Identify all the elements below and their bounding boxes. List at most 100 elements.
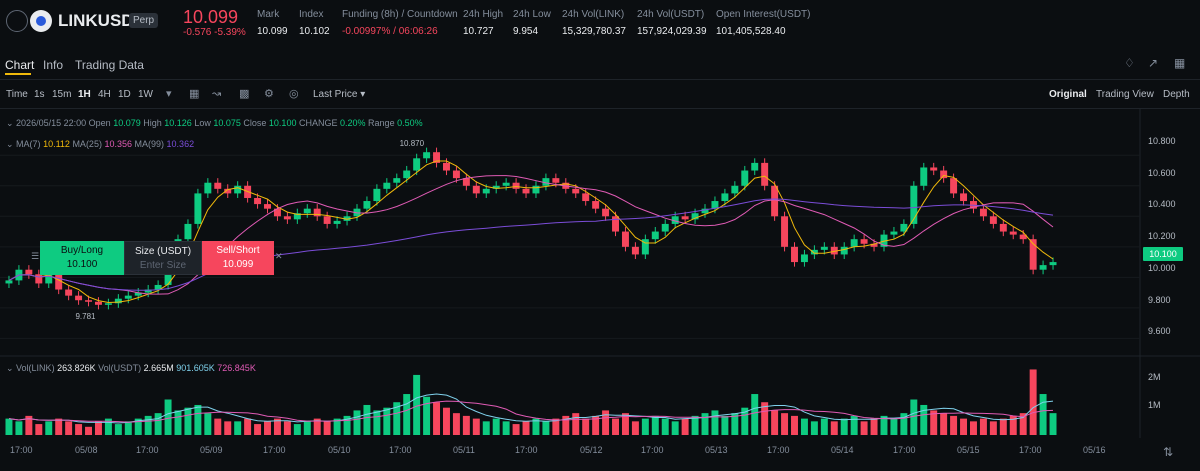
volume-bar	[930, 410, 938, 435]
tab-info[interactable]: Info	[43, 58, 64, 72]
symbol-name[interactable]: LINKUSDT	[58, 11, 144, 30]
volume-bar	[25, 415, 33, 435]
volume-bar	[15, 421, 23, 435]
view-original[interactable]: Original	[1049, 89, 1087, 100]
volume-bar	[214, 418, 222, 435]
candle-body	[940, 170, 948, 179]
ohlc-high: 10.126	[164, 118, 192, 128]
vol-link-value: 263.826K	[57, 363, 96, 373]
menu-circle-icon[interactable]	[6, 10, 28, 32]
time-label: Time	[6, 89, 28, 100]
interval-1w[interactable]: 1W	[138, 89, 153, 100]
ohlc-close: 10.100	[268, 118, 297, 128]
time-axis-label: 05/16	[1083, 445, 1106, 455]
volume-bar	[373, 410, 381, 435]
candle-body	[1009, 231, 1017, 235]
buy-label: Buy/Long	[60, 245, 104, 256]
volume-bar	[114, 424, 122, 435]
stat-funding: Funding (8h) / Countdown -0.00997% / 06:0…	[342, 9, 458, 37]
volume-bar	[472, 418, 480, 435]
volume-bar	[651, 415, 659, 435]
tab-chart[interactable]: Chart	[5, 58, 35, 72]
candle-body	[94, 301, 102, 305]
interval-1d[interactable]: 1D	[118, 89, 131, 100]
volume-bar	[283, 421, 291, 435]
candle-body	[35, 274, 43, 284]
stat-open-interest: Open Interest(USDT) 101,405,528.40	[716, 9, 810, 37]
candle-body	[164, 269, 172, 285]
time-axis-label: 17:00	[515, 445, 538, 455]
volume-bar	[254, 424, 262, 435]
size-input[interactable]: Size (USDT) Enter Size	[124, 241, 202, 275]
active-tab-indicator	[5, 73, 31, 75]
ma99-value: 10.362	[166, 139, 195, 149]
indicator-icon[interactable]: ↝	[212, 88, 222, 100]
dropdown-arrow-icon[interactable]: ▾	[166, 88, 172, 100]
candle-body	[45, 272, 53, 284]
volume-bar	[35, 424, 43, 435]
volume-bar	[482, 421, 490, 435]
settings-icon[interactable]: ⚙	[264, 88, 274, 100]
candle-body	[612, 216, 619, 232]
buy-price: 10.100	[66, 259, 98, 270]
ohlc-change: 0.20%	[340, 118, 366, 128]
candle-body	[254, 197, 262, 205]
sell-short-button[interactable]: Sell/Short 10.099	[202, 241, 274, 275]
price-type-select[interactable]: Last Price ▾	[313, 89, 366, 100]
grid-icon[interactable]: ▦	[1174, 56, 1186, 70]
interval-1s[interactable]: 1s	[34, 89, 45, 100]
candle-body	[602, 208, 610, 217]
volume-bar	[5, 418, 13, 435]
ma7-label: MA(7)	[16, 139, 41, 149]
volume-bar	[512, 424, 520, 435]
candle-body	[154, 284, 162, 290]
time-axis-label: 17:00	[10, 445, 33, 455]
volume-bar	[174, 410, 182, 435]
candle-body	[681, 216, 689, 220]
volume-bar	[104, 418, 112, 435]
candle-body	[621, 231, 629, 247]
volume-bar	[572, 413, 580, 435]
expand-icon[interactable]: ↗	[1148, 56, 1159, 70]
volume-axis-label: 2M	[1148, 372, 1161, 382]
interval-15m[interactable]: 15m	[52, 89, 72, 100]
candle-body	[25, 269, 33, 275]
volume-bar	[910, 399, 918, 435]
volume-bar	[1049, 413, 1057, 435]
candle-body	[950, 178, 958, 194]
volume-bar	[781, 413, 789, 435]
price-type-label: Last Price	[313, 89, 358, 100]
candle-body	[472, 185, 480, 194]
volume-bar	[999, 418, 1007, 435]
ohlc-low: 10.075	[213, 118, 241, 128]
view-depth[interactable]: Depth	[1163, 89, 1190, 100]
volume-bar	[900, 413, 908, 435]
volume-bar	[970, 421, 977, 435]
crosshair-icon[interactable]: ◎	[289, 88, 299, 100]
candle-body	[850, 239, 858, 247]
calendar-icon[interactable]: ▦	[189, 88, 200, 100]
volume-bar	[353, 410, 361, 435]
interval-1h[interactable]: 1H	[78, 89, 91, 100]
drag-handle-icon[interactable]: ☰	[31, 251, 40, 261]
price-axis-label: 9.800	[1148, 295, 1171, 305]
candle-body	[661, 223, 669, 232]
candle-body	[1019, 234, 1027, 240]
volume-bar	[164, 399, 172, 435]
volume-bar	[423, 396, 431, 435]
close-icon[interactable]: ✕	[275, 251, 283, 261]
candle-body	[383, 182, 391, 189]
tab-trading-data[interactable]: Trading Data	[75, 58, 144, 72]
scale-toggle-icon[interactable]: ⇅	[1163, 445, 1174, 459]
chart-tabs: Chart Info Trading Data	[0, 52, 1200, 76]
buy-long-button[interactable]: Buy/Long 10.100	[40, 241, 124, 275]
candlestick-chart[interactable]: 10.870 9.781	[0, 108, 1200, 471]
time-axis-label: 17:00	[1019, 445, 1042, 455]
candle-body	[711, 201, 719, 209]
volume-bar	[671, 421, 679, 435]
bell-icon[interactable]: ♢	[1124, 56, 1135, 70]
divider	[0, 79, 1200, 80]
interval-4h[interactable]: 4H	[98, 89, 111, 100]
view-trading-view[interactable]: Trading View	[1096, 89, 1154, 100]
candle-type-icon[interactable]: ▩	[239, 88, 250, 100]
